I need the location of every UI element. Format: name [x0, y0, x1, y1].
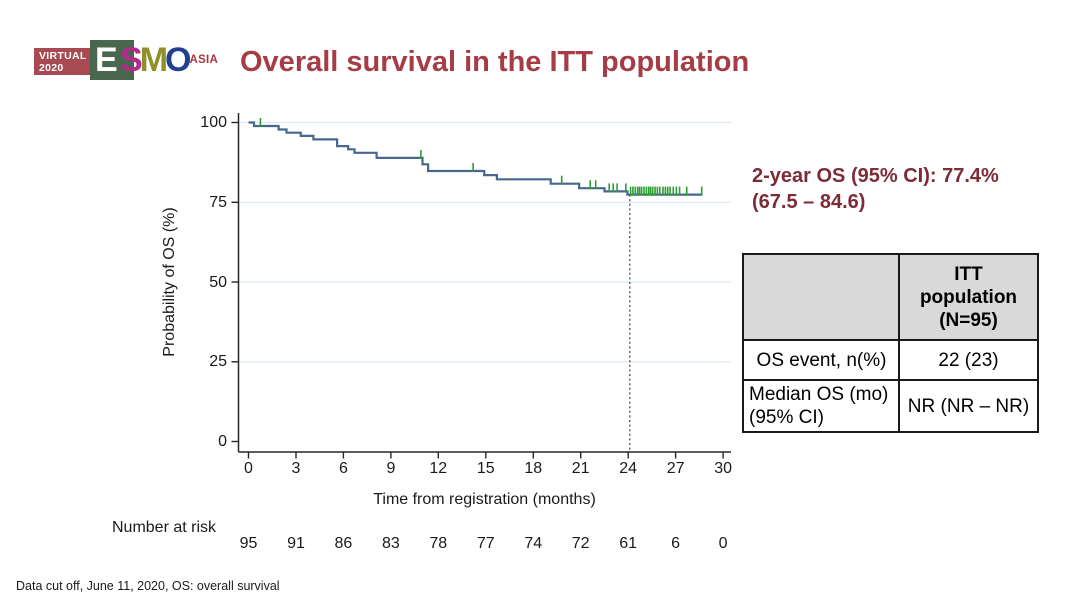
median-os-value: NR (NR – NR): [898, 379, 1039, 433]
results-table-empty-header-cell: [742, 253, 900, 341]
x-tick-label: 27: [666, 460, 685, 477]
two-year-os-line2: (67.5 – 84.6): [752, 191, 866, 213]
x-tick-label: 6: [338, 460, 348, 477]
gridlines: [238, 121, 731, 363]
at-risk-value: 86: [334, 535, 353, 552]
results-table: ITT population (N=95) OS event, n(%) 22 …: [742, 253, 1039, 433]
x-tick-label: 15: [476, 460, 495, 477]
x-tick-label: 3: [291, 460, 301, 477]
at-risk-value: 72: [571, 535, 590, 552]
results-table-population-header: ITT population (N=95): [898, 253, 1039, 341]
esmo-letter-e: E: [90, 40, 134, 80]
at-risk-value: 0: [718, 535, 728, 552]
virtual-2020-badge: VIRTUAL 2020: [34, 48, 90, 75]
at-risk-value: 95: [239, 535, 258, 552]
two-year-os-annotation: 2-year OS (95% CI): 77.4% (67.5 – 84.6): [752, 163, 999, 215]
x-tick-label: 12: [429, 460, 448, 477]
data-cutoff-note: Data cut off, June 11, 2020, OS: overall…: [16, 579, 280, 593]
at-risk-value: 83: [381, 535, 400, 552]
x-tick-label: 30: [714, 460, 732, 477]
x-tick-label: 21: [571, 460, 590, 477]
x-tick-label: 24: [619, 460, 638, 477]
x-tick-label: 18: [524, 460, 543, 477]
censor-ticks: [259, 118, 703, 196]
at-risk-value: 77: [476, 535, 495, 552]
os-event-label: OS event, n(%): [742, 339, 900, 381]
at-risk-value: 78: [429, 535, 448, 552]
page-title: Overall survival in the ITT population: [240, 46, 750, 78]
year-label: 2020: [39, 62, 64, 74]
median-os-label: Median OS (mo) (95% CI): [742, 379, 900, 433]
x-axis-title: Time from registration (months): [373, 491, 596, 508]
y-tick-label: 50: [209, 273, 227, 291]
two-year-os-line1: 2-year OS (95% CI): 77.4%: [752, 165, 999, 187]
survival-curve: [248, 121, 703, 196]
asia-label: ASIA: [189, 54, 219, 66]
at-risk-value: 6: [671, 535, 681, 552]
y-axis-title: Probability of OS (%): [161, 207, 178, 357]
esmo-letter-s: S: [120, 41, 143, 79]
at-risk-value: 61: [619, 535, 638, 552]
table-row: Median OS (mo) (95% CI) NR (NR – NR): [742, 379, 1039, 433]
table-row: OS event, n(%) 22 (23): [742, 339, 1039, 381]
x-tick-label: 0: [244, 460, 253, 477]
y-tick-label: 25: [209, 353, 227, 371]
number-at-risk-label: Number at risk: [112, 519, 217, 536]
esmo-letter-m: M: [139, 41, 169, 79]
esmo-letter-o: O: [165, 41, 192, 79]
y-tick-label: 100: [200, 114, 227, 131]
at-risk-value: 91: [287, 535, 305, 552]
esmo-wordmark: E S M O ASIA: [90, 40, 218, 80]
os-event-value: 22 (23): [898, 339, 1039, 381]
x-tick-label: 9: [386, 460, 396, 477]
axes: [231, 113, 731, 459]
virtual-label: VIRTUAL: [39, 50, 87, 62]
results-table-header-row: ITT population (N=95): [742, 253, 1039, 341]
y-tick-label: 0: [218, 433, 227, 450]
esmo-virtual-2020-asia-logo: VIRTUAL 2020 E S M O ASIA: [34, 40, 218, 80]
y-tick-label: 75: [209, 193, 227, 211]
at-risk-value: 74: [524, 535, 543, 552]
